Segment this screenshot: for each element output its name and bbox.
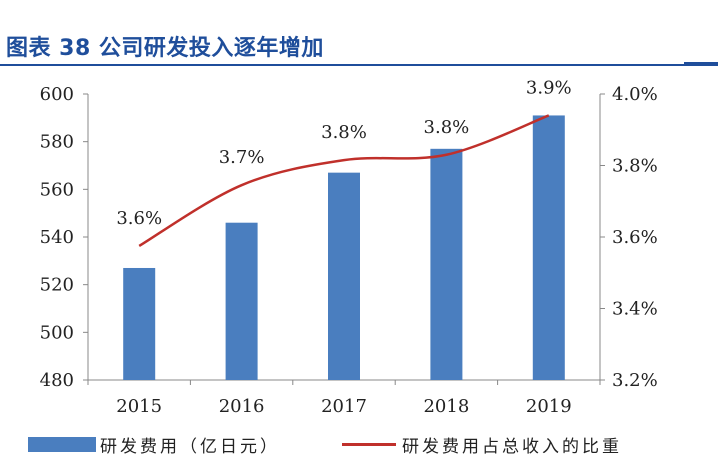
y-right-tick-label: 3.2% xyxy=(612,370,658,391)
x-tick-label: 2019 xyxy=(526,396,572,417)
bar xyxy=(328,172,360,380)
bar xyxy=(123,267,156,380)
y-left-tick-label: 500 xyxy=(40,322,74,343)
legend-swatch-line xyxy=(342,443,396,446)
legend: 研发费用（亿日元） 研发费用占总收入的比重 xyxy=(0,432,718,472)
data-labels: 3.6% 3.7% 3.8% 3.8% 3.9% xyxy=(116,77,571,228)
axes: 480 500 520 540 560 580 600 3.2% 3.4% 3.6% 3.8% 4.0… xyxy=(40,84,658,417)
line-data-label: 3.7% xyxy=(219,147,265,168)
y-left-tick-label: 580 xyxy=(40,132,74,153)
y-right-tick-label: 4.0% xyxy=(612,84,658,105)
legend-swatch-bar xyxy=(28,437,96,452)
y-right-tick-label: 3.8% xyxy=(612,156,658,177)
title-rule-accent xyxy=(684,62,718,66)
line-series xyxy=(138,114,550,248)
legend-item-bar: 研发费用（亿日元） xyxy=(28,432,280,457)
line-data-label: 3.6% xyxy=(116,208,162,229)
y-left-tick-label: 520 xyxy=(40,275,74,296)
y-left-tick-label: 480 xyxy=(40,370,74,391)
y-left-tick-label: 600 xyxy=(40,84,74,105)
bar-series xyxy=(123,115,565,380)
bar xyxy=(225,222,258,380)
chart-area: 480 500 520 540 560 580 600 3.2% 3.4% 3.6% 3.8% 4.0… xyxy=(40,77,658,417)
line-data-label: 3.8% xyxy=(321,122,367,143)
y-left-tick-label: 560 xyxy=(40,179,74,200)
y-right-tick-label: 3.4% xyxy=(612,299,658,320)
legend-label-line: 研发费用占总收入的比重 xyxy=(402,437,622,457)
legend-label-bar: 研发费用（亿日元） xyxy=(100,437,280,457)
legend-item-line: 研发费用占总收入的比重 xyxy=(342,432,622,457)
figure-title: 图表 38 公司研发投入逐年增加 xyxy=(6,36,324,61)
x-tick-label: 2017 xyxy=(321,396,367,417)
bar xyxy=(532,115,565,380)
x-tick-label: 2018 xyxy=(423,396,469,417)
line-data-label: 3.9% xyxy=(526,77,572,98)
y-left-tick-label: 540 xyxy=(40,227,74,248)
y-right-tick-label: 3.6% xyxy=(612,227,658,248)
x-tick-label: 2015 xyxy=(116,396,162,417)
title-rule xyxy=(0,64,718,66)
x-tick-label: 2016 xyxy=(219,396,265,417)
figure-header: 图表 38 公司研发投入逐年增加 xyxy=(0,0,718,70)
line-data-label: 3.8% xyxy=(424,117,470,138)
bar xyxy=(430,148,463,380)
